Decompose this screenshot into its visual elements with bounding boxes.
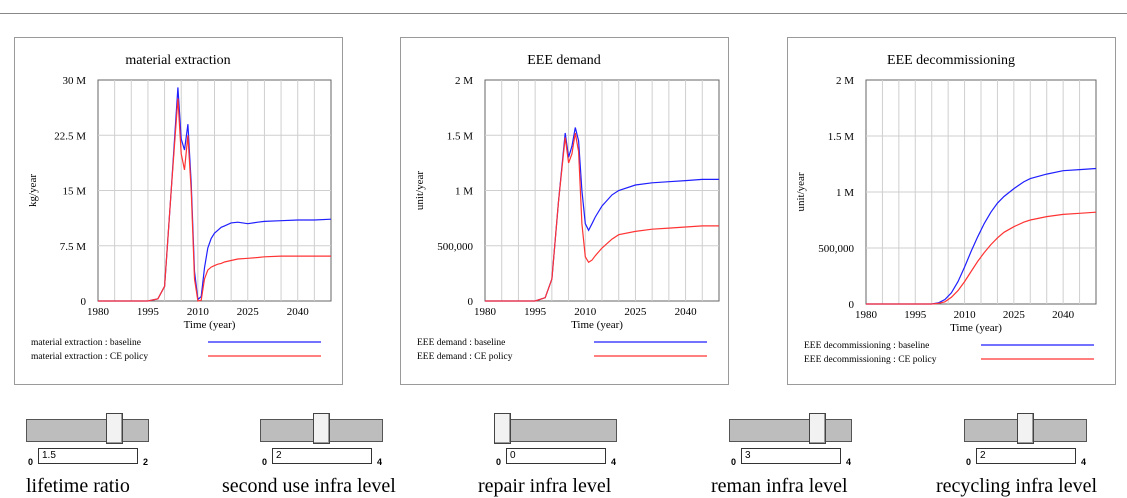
x-tick-label: 1980 [855, 309, 878, 321]
y-tick-label: 500,000 [818, 243, 854, 255]
chart-panel-eee-demand: EEE demand 0 500,000 1 M 1.5 M 2 M 1980 1995 201… [400, 37, 729, 385]
y-axis-label: unit/year [795, 172, 807, 211]
x-tick-label: 1995 [904, 309, 927, 321]
slider-value-field[interactable]: 2 [976, 448, 1076, 464]
y-axis-label: unit/year [414, 171, 426, 210]
slider-label-lifetime-ratio: lifetime ratio [26, 475, 130, 497]
x-tick-label: 1995 [524, 306, 547, 318]
slider-label-second-use-infra-level: second use infra level [222, 475, 396, 497]
y-axis-label: kg/year [27, 174, 39, 207]
y-tick-label: 0 [81, 296, 87, 308]
legend-entry-label: EEE demand : CE policy [417, 352, 513, 362]
chart-panel-eee-decommissioning: EEE decommissioning 0 500,000 1 M 1.5 M 2 M 19… [787, 37, 1116, 385]
chart-eee-decommissioning: EEE decommissioning 0 500,000 1 M 1.5 M 2 M 19… [795, 53, 1097, 365]
y-tick-label: 500,000 [437, 241, 473, 253]
y-tick-label: 0 [849, 299, 855, 311]
slider-repair-infra-level[interactable]: 0 0 4 [494, 413, 624, 473]
slider-min-label: 0 [731, 457, 737, 467]
top-divider [0, 13, 1127, 14]
x-tick-label: 2025 [624, 306, 647, 318]
x-tick-label: 2010 [574, 306, 597, 318]
y-tick-label: 1 M [836, 187, 854, 199]
x-axis-label: Time (year) [571, 319, 623, 331]
x-axis-label: Time (year) [950, 322, 1002, 334]
y-tick-label: 15 M [62, 186, 86, 198]
legend-entry-label: EEE decommissioning : baseline [804, 341, 929, 351]
x-tick-label: 1995 [137, 306, 160, 318]
slider-label-recycling-infra-level: recycling infra level [936, 475, 1098, 497]
slider-max-label: 4 [377, 457, 383, 467]
series-line-ce-policy [866, 211, 1097, 305]
slider-lifetime-ratio[interactable]: 1.5 0 2 [26, 413, 156, 473]
x-tick-label: 2025 [237, 306, 259, 318]
slider-max-label: 4 [611, 457, 617, 467]
x-tick-label: 2025 [1003, 309, 1026, 321]
y-tick-label: 30 M [62, 75, 86, 87]
slider-track[interactable] [729, 419, 852, 442]
legend-entry-label: EEE decommissioning : CE policy [804, 355, 937, 365]
slider-value-field[interactable]: 0 [506, 448, 606, 464]
x-tick-label: 2010 [187, 306, 210, 318]
slider-knob[interactable] [313, 413, 330, 444]
slider-min-label: 0 [966, 457, 972, 467]
slider-value-field[interactable]: 1.5 [38, 448, 138, 464]
x-tick-label: 2040 [287, 306, 310, 318]
slider-knob[interactable] [105, 413, 123, 444]
x-axis-label: Time (year) [184, 319, 236, 331]
slider-recycling-infra-level[interactable]: 2 0 4 [964, 413, 1094, 473]
y-tick-label: 22.5 M [54, 130, 86, 142]
slider-value-field[interactable]: 3 [741, 448, 841, 464]
slider-max-label: 4 [1081, 457, 1087, 467]
series-line-baseline [866, 167, 1097, 305]
chart-eee-demand: EEE demand 0 500,000 1 M 1.5 M 2 M 1980 1995 201… [414, 53, 720, 362]
slider-knob[interactable] [1017, 413, 1034, 444]
slider-reman-infra-level[interactable]: 3 0 4 [729, 413, 859, 473]
slider-knob[interactable] [808, 413, 826, 444]
x-tick-label: 1980 [474, 306, 497, 318]
slider-label-reman-infra-level: reman infra level [711, 475, 848, 497]
y-tick-label: 1 M [455, 186, 473, 198]
slider-min-label: 0 [262, 457, 268, 467]
x-tick-label: 1980 [87, 306, 110, 318]
chart-material-extraction: material extraction 0 7.5 M 15 M 22.5 M 30 M 1… [27, 53, 332, 362]
slider-max-label: 4 [846, 457, 852, 467]
legend-entry-label: material extraction : CE policy [31, 352, 148, 362]
legend-entry-label: EEE demand : baseline [417, 338, 505, 348]
y-tick-label: 7.5 M [60, 241, 87, 253]
x-tick-label: 2010 [954, 309, 977, 321]
y-tick-label: 1.5 M [828, 131, 855, 143]
chart-title: EEE decommissioning [887, 53, 1015, 68]
legend-entry-label: material extraction : baseline [31, 338, 141, 348]
chart-title: EEE demand [527, 53, 600, 68]
chart-panel-material-extraction: material extraction 0 7.5 M 15 M 22.5 M 30 M 1… [14, 37, 343, 385]
slider-label-repair-infra-level: repair infra level [478, 475, 612, 497]
slider-track[interactable] [494, 419, 617, 442]
y-tick-label: 1.5 M [447, 130, 474, 142]
series-line-ce-policy [485, 132, 719, 302]
slider-track[interactable] [26, 419, 149, 442]
y-tick-label: 2 M [455, 75, 473, 87]
slider-max-label: 2 [143, 457, 149, 467]
slider-second-use-infra-level[interactable]: 2 0 4 [260, 413, 390, 473]
slider-min-label: 0 [28, 457, 34, 467]
slider-knob[interactable] [494, 413, 511, 444]
x-tick-label: 2040 [675, 306, 698, 318]
y-tick-label: 0 [468, 296, 474, 308]
slider-value-field[interactable]: 2 [272, 448, 372, 464]
y-tick-label: 2 M [836, 75, 854, 87]
chart-title: material extraction [125, 53, 230, 68]
slider-min-label: 0 [496, 457, 502, 467]
x-tick-label: 2040 [1052, 309, 1075, 321]
series-line-ce-policy [98, 98, 331, 302]
